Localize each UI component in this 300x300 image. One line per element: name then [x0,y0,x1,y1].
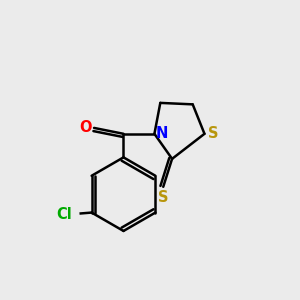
Text: O: O [79,120,92,135]
Text: S: S [208,126,218,141]
Text: Cl: Cl [57,206,73,221]
Text: S: S [158,190,169,205]
Text: N: N [156,126,168,141]
